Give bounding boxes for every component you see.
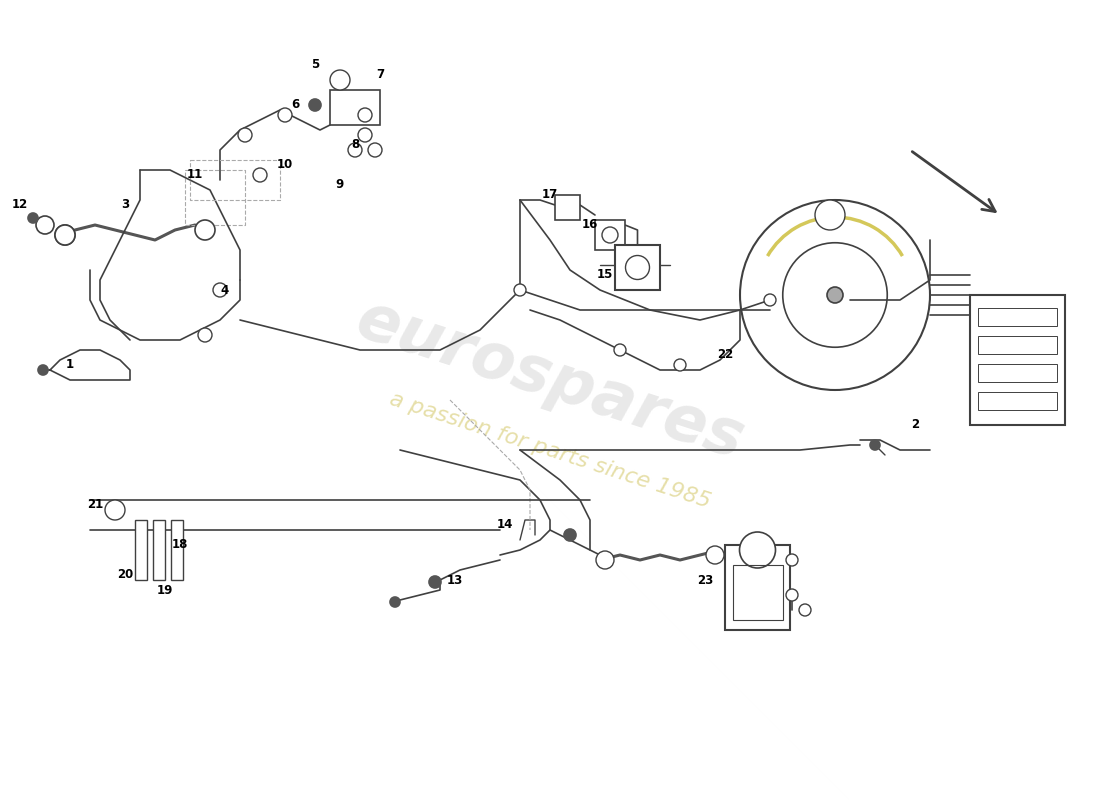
Circle shape (198, 328, 212, 342)
Text: 5: 5 (311, 58, 319, 71)
Bar (615, 245, 660, 290)
Text: 8: 8 (351, 138, 359, 151)
Text: 14: 14 (497, 518, 514, 531)
Text: 23: 23 (697, 574, 713, 586)
Text: 15: 15 (597, 269, 613, 282)
Bar (978, 392, 1057, 410)
Circle shape (564, 529, 576, 541)
Text: a passion for parts since 1985: a passion for parts since 1985 (387, 389, 713, 511)
Circle shape (390, 597, 400, 607)
Bar (978, 308, 1057, 326)
Circle shape (213, 283, 227, 297)
Bar (135, 520, 147, 580)
Bar (153, 520, 165, 580)
Circle shape (334, 74, 346, 86)
Circle shape (330, 70, 350, 90)
Text: eurospares: eurospares (349, 288, 751, 472)
Circle shape (108, 503, 122, 517)
Circle shape (278, 108, 292, 122)
Circle shape (195, 220, 214, 240)
Bar (978, 336, 1057, 354)
Bar (970, 295, 1065, 425)
Circle shape (28, 213, 38, 223)
Circle shape (55, 225, 75, 245)
Circle shape (799, 604, 811, 616)
Text: 3: 3 (121, 198, 129, 211)
Text: 2: 2 (911, 418, 920, 431)
Text: 20: 20 (117, 569, 133, 582)
Circle shape (596, 551, 614, 569)
Circle shape (309, 99, 321, 111)
Bar (978, 364, 1057, 382)
Text: 21: 21 (87, 498, 103, 511)
Circle shape (815, 200, 845, 230)
Text: 17: 17 (542, 189, 558, 202)
Text: 19: 19 (157, 583, 173, 597)
Circle shape (827, 287, 843, 303)
Bar (170, 520, 183, 580)
Circle shape (870, 440, 880, 450)
Text: 13: 13 (447, 574, 463, 586)
Circle shape (348, 143, 362, 157)
Circle shape (514, 284, 526, 296)
Text: 18: 18 (172, 538, 188, 551)
Text: 16: 16 (582, 218, 598, 231)
Text: 1: 1 (66, 358, 74, 371)
Circle shape (55, 225, 75, 245)
Circle shape (786, 554, 798, 566)
Circle shape (764, 294, 776, 306)
Circle shape (602, 227, 618, 243)
Circle shape (238, 128, 252, 142)
Bar (733, 565, 783, 620)
Circle shape (39, 365, 48, 375)
Circle shape (36, 216, 54, 234)
Circle shape (786, 589, 798, 601)
Text: 10: 10 (277, 158, 293, 171)
Circle shape (739, 532, 776, 568)
Circle shape (253, 168, 267, 182)
Text: 12: 12 (12, 198, 29, 211)
Text: 4: 4 (221, 283, 229, 297)
Circle shape (614, 344, 626, 356)
Circle shape (740, 200, 930, 390)
Text: 11: 11 (187, 169, 204, 182)
Circle shape (783, 242, 888, 347)
Bar (556, 195, 580, 220)
Circle shape (358, 108, 372, 122)
Circle shape (706, 546, 724, 564)
Circle shape (368, 143, 382, 157)
Bar (330, 90, 380, 125)
Text: 6: 6 (290, 98, 299, 111)
Text: 7: 7 (376, 69, 384, 82)
Text: 9: 9 (336, 178, 344, 191)
Circle shape (358, 128, 372, 142)
Bar (725, 545, 790, 630)
Text: 22: 22 (717, 349, 733, 362)
Circle shape (626, 255, 649, 279)
Bar (595, 220, 625, 250)
Circle shape (104, 500, 125, 520)
Circle shape (429, 576, 441, 588)
Circle shape (674, 359, 686, 371)
